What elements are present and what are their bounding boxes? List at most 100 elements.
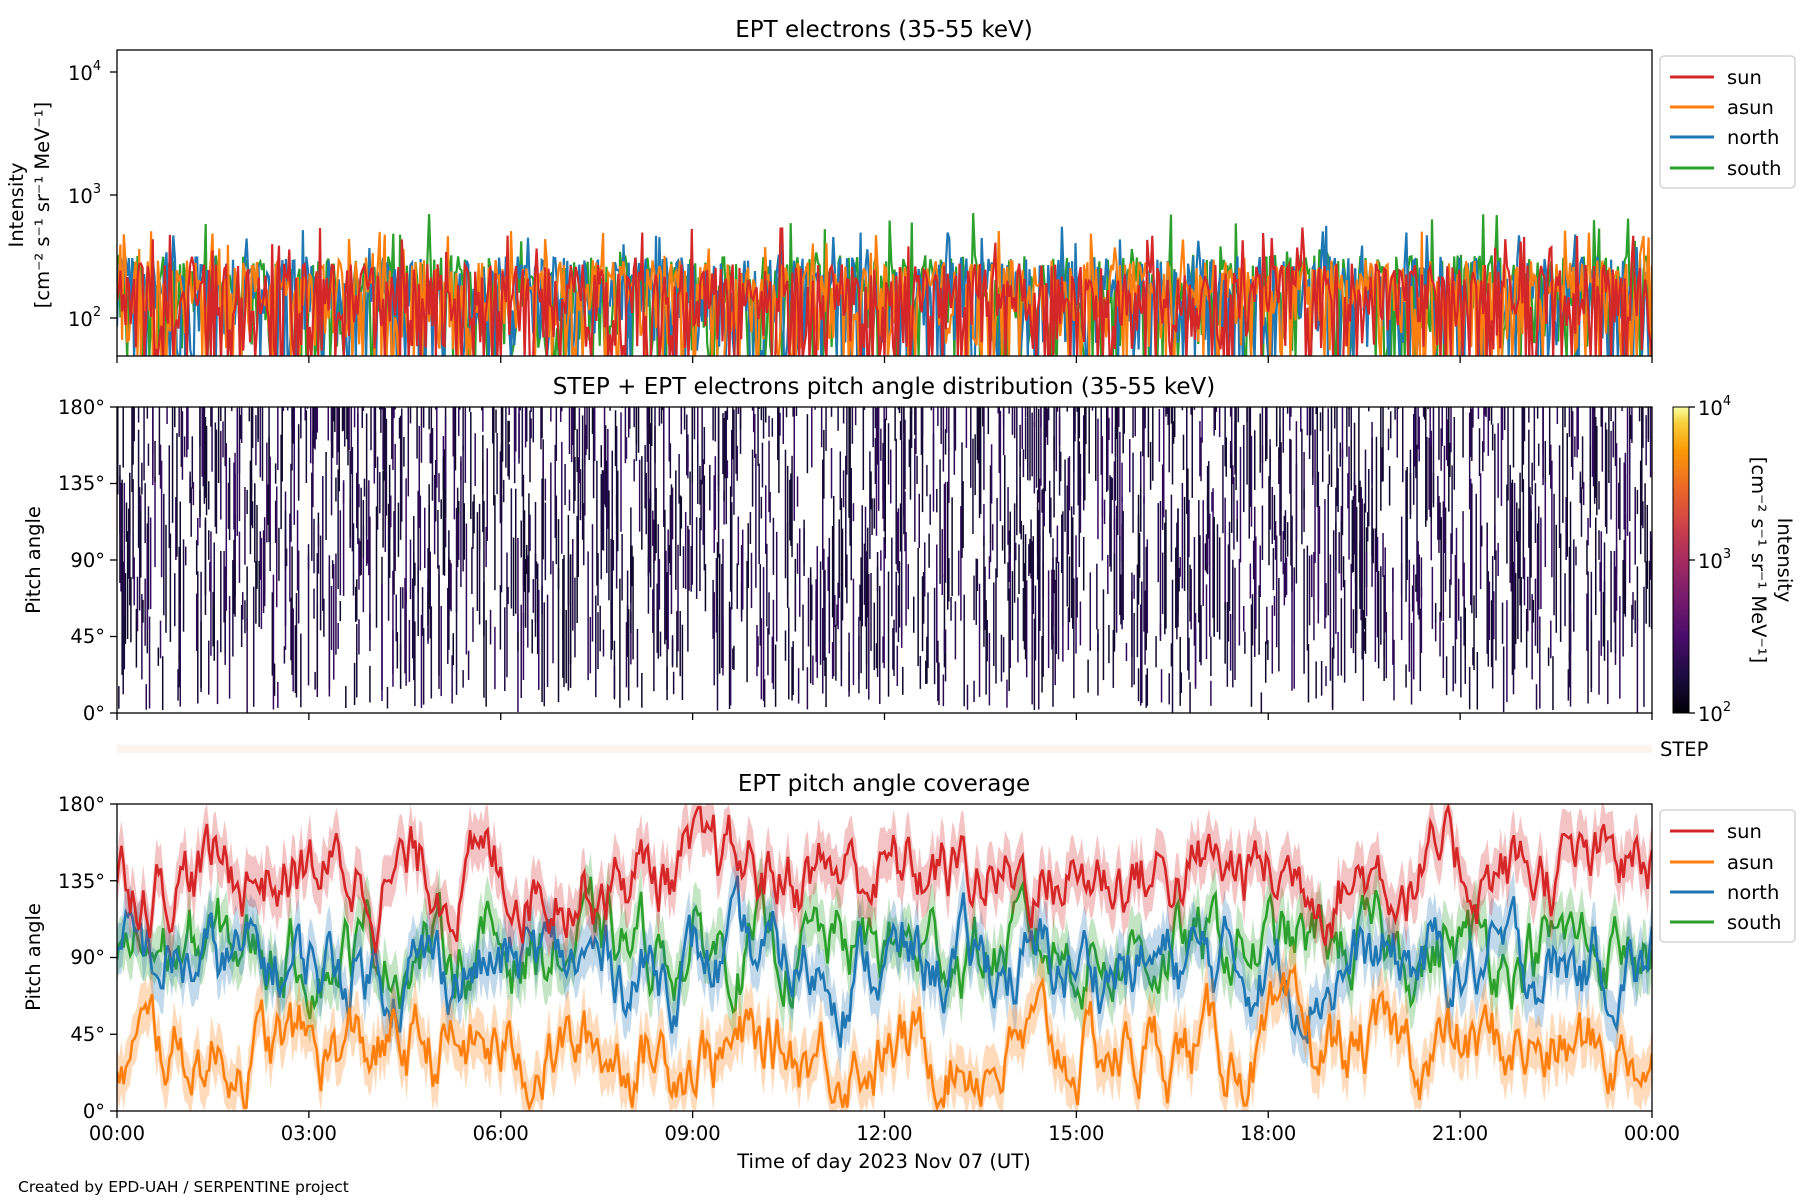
heatmap-cell	[1250, 604, 1253, 707]
heatmap-cell	[731, 502, 733, 610]
heatmap-cell	[722, 539, 724, 668]
heatmap-cell	[1295, 421, 1298, 542]
heatmap-cell	[131, 407, 133, 492]
heatmap-cell	[311, 472, 313, 561]
heatmap-cell	[672, 671, 675, 695]
heatmap-cell	[1454, 555, 1457, 684]
heatmap-cell	[341, 407, 344, 432]
heatmap-cell	[1040, 407, 1042, 428]
heatmap-cell	[1212, 488, 1214, 618]
heatmap-cell	[1234, 422, 1236, 475]
heatmap-cell	[772, 517, 775, 575]
heatmap-cell	[375, 506, 378, 628]
heatmap-cell	[1141, 581, 1143, 703]
heatmap-cell	[1275, 535, 1278, 648]
heatmap-cell	[863, 407, 866, 410]
heatmap-cell	[1079, 601, 1082, 646]
heatmap-cell	[529, 410, 531, 483]
heatmap-cell	[190, 487, 192, 537]
heatmap-cell	[1052, 635, 1054, 707]
panel3-legend: sun asun north south	[1659, 809, 1796, 943]
heatmap-cell	[1085, 407, 1087, 445]
heatmap-cell	[1111, 407, 1113, 454]
heatmap-cell	[330, 586, 333, 650]
panel3-ytick-90: 90°	[70, 946, 105, 969]
heatmap-cell	[1168, 673, 1170, 705]
heatmap-cell	[1471, 483, 1473, 614]
heatmap-cell	[427, 592, 429, 626]
heatmap-cell	[413, 551, 415, 681]
heatmap-cell	[657, 524, 660, 659]
heatmap-cell	[677, 544, 679, 652]
heatmap-cell	[182, 539, 185, 632]
heatmap-cell	[1420, 587, 1423, 653]
heatmap-cell	[814, 407, 816, 410]
heatmap-cell	[947, 481, 949, 610]
heatmap-cell	[1013, 503, 1016, 603]
heatmap-cell	[300, 633, 302, 708]
heatmap-cell	[658, 559, 661, 610]
heatmap-cell	[286, 407, 289, 411]
colorbar-tick-1e3: 103	[1698, 547, 1731, 573]
heatmap-cell	[900, 614, 903, 648]
heatmap-cell	[1002, 407, 1005, 456]
heatmap-cell	[751, 449, 754, 507]
heatmap-cell	[561, 407, 563, 412]
heatmap-cell	[1000, 634, 1003, 682]
heatmap-cell	[358, 619, 360, 655]
heatmap-cell	[350, 407, 353, 475]
heatmap-cell	[143, 407, 145, 481]
heatmap-cell	[1539, 616, 1541, 709]
heatmap-cell	[199, 407, 201, 447]
heatmap-cell	[181, 411, 184, 480]
heatmap-cell	[880, 550, 882, 571]
heatmap-cell	[521, 407, 524, 497]
heatmap-cell	[716, 542, 719, 676]
heatmap-cell	[635, 407, 638, 445]
heatmap-cell	[638, 459, 641, 532]
heatmap-cell	[1612, 421, 1615, 458]
heatmap-cell	[228, 457, 231, 541]
heatmap-cell	[1200, 437, 1202, 482]
heatmap-cell	[882, 459, 884, 519]
heatmap-cell	[348, 407, 350, 451]
heatmap-cell	[1022, 449, 1025, 478]
heatmap-cell	[1120, 574, 1122, 625]
heatmap-cell	[658, 407, 661, 426]
heatmap-cell	[663, 407, 665, 527]
heatmap-cell	[939, 459, 941, 584]
heatmap-cell	[1210, 636, 1212, 677]
heatmap-cell	[1213, 533, 1215, 637]
heatmap-cell	[186, 407, 188, 458]
heatmap-cell	[951, 497, 953, 597]
heatmap-cell	[588, 407, 590, 461]
heatmap-cell	[1234, 567, 1236, 680]
heatmap-cell	[989, 465, 992, 542]
heatmap-cell	[1488, 581, 1491, 640]
heatmap-cell	[568, 407, 571, 454]
heatmap-cell	[1170, 643, 1173, 667]
heatmap-cell	[1218, 537, 1221, 640]
heatmap-cell	[1057, 561, 1060, 660]
heatmap-cell	[716, 614, 719, 711]
heatmap-cell	[896, 511, 899, 571]
heatmap-cell	[779, 412, 781, 436]
heatmap-cell	[1179, 636, 1181, 706]
heatmap-cell	[845, 455, 847, 588]
heatmap-cell	[1229, 614, 1232, 671]
heatmap-cell	[616, 470, 619, 552]
heatmap-cell	[263, 517, 266, 594]
heatmap-cell	[873, 602, 876, 671]
heatmap-cell	[132, 407, 134, 465]
heatmap-cell	[1417, 541, 1419, 606]
heatmap-cell	[179, 604, 181, 707]
heatmap-cell	[1416, 531, 1418, 602]
heatmap-cell	[1061, 514, 1063, 573]
heatmap-cell	[1375, 436, 1378, 572]
heatmap-cell	[684, 511, 687, 589]
heatmap-cell	[296, 510, 299, 591]
heatmap-cell	[502, 479, 505, 503]
heatmap-cell	[1340, 598, 1343, 676]
heatmap-cell	[1095, 407, 1097, 481]
heatmap-cell	[1186, 407, 1188, 514]
